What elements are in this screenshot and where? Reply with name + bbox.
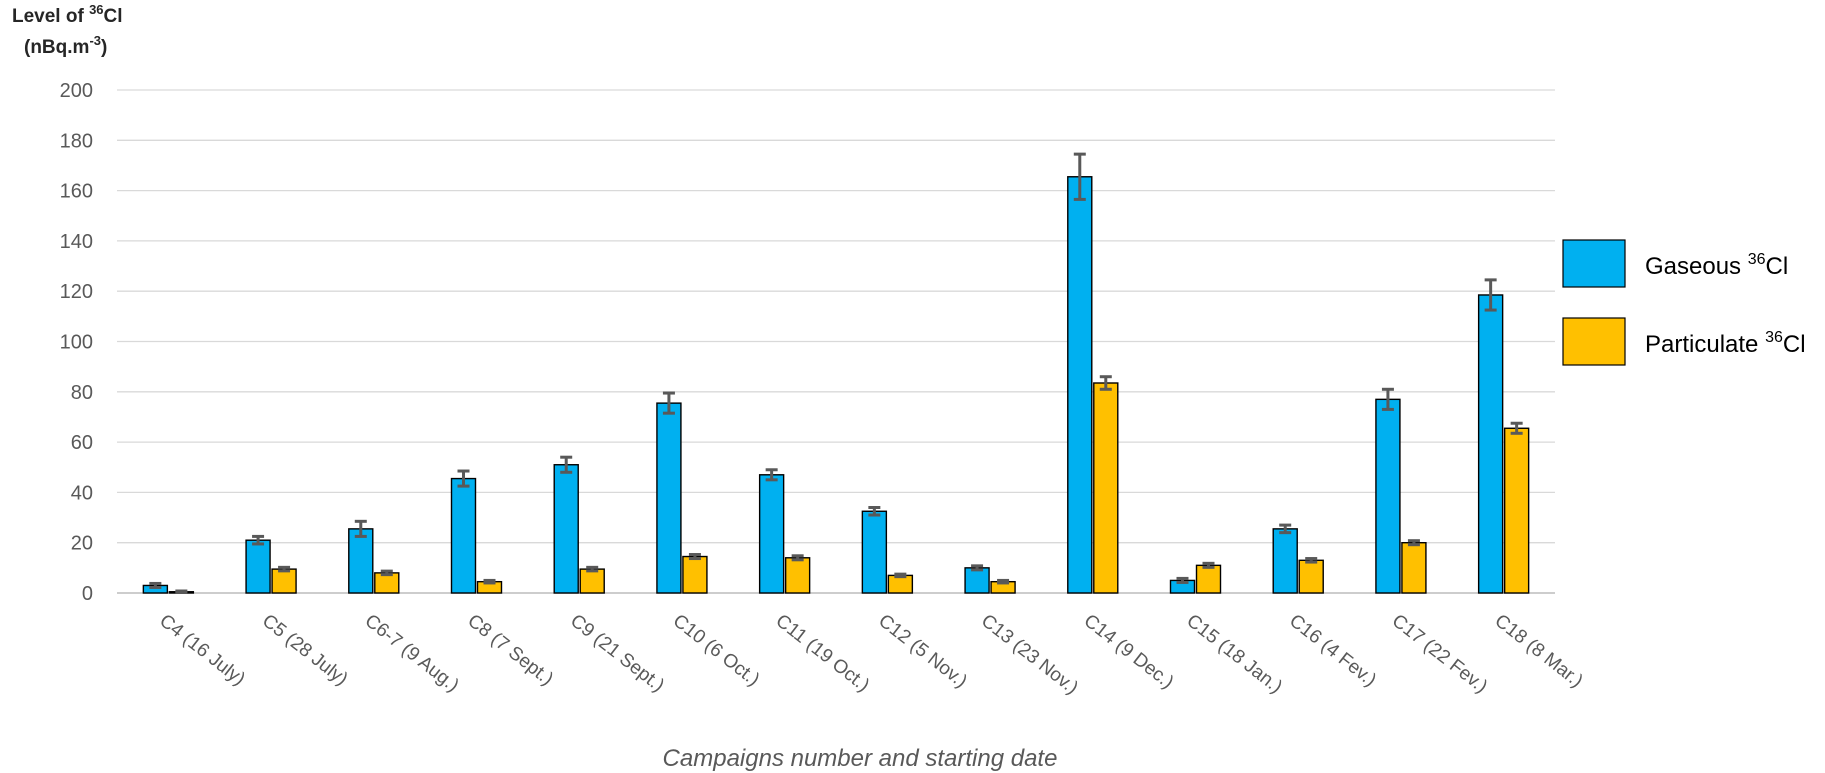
legend-label-gaseous: Gaseous 36Cl [1645, 251, 1788, 280]
x-tick-label: C10 (6 Oct.) [669, 610, 763, 690]
x-tick-labels: C4 (16 July) C5 (28 July) C6-7 (9 Aug.) C8 … [155, 610, 1586, 698]
error-bar-particulate [278, 565, 291, 573]
x-tick-label: C5 (28 July) [258, 610, 352, 690]
legend: Gaseous 36Cl Particulate 36Cl [1562, 239, 1806, 366]
error-bar-particulate [1202, 561, 1215, 569]
bar-gaseous [1067, 176, 1093, 594]
error-bar-gaseous [1484, 278, 1497, 312]
bar-particulate [1298, 559, 1324, 594]
y-tick-labels: 0 20 40 60 80 100 120 140 160 180 200 [60, 80, 93, 605]
error-bar-gaseous [971, 564, 984, 572]
y-tick-label: 80 [71, 382, 93, 404]
bar-particulate [579, 568, 605, 594]
error-bar-particulate [894, 572, 907, 579]
error-bar-particulate [380, 569, 393, 577]
bar-gaseous [348, 528, 374, 594]
error-bar-gaseous [662, 391, 675, 415]
bar-gaseous [656, 402, 682, 594]
x-tick-label: C18 (8 Mar.) [1491, 610, 1587, 692]
error-bar-gaseous [1176, 576, 1189, 584]
x-tick-label: C17 (22 Fev.) [1388, 610, 1491, 697]
y-axis-label-line1: Level of 36Cl [12, 2, 123, 27]
error-bar-gaseous [149, 581, 162, 589]
x-tick-label: C6-7 (9 Aug.) [361, 610, 463, 696]
bar-gaseous [964, 567, 990, 594]
y-tick-label: 160 [60, 181, 93, 203]
x-tick-label: C4 (16 July) [155, 610, 249, 690]
x-axis-label: Campaigns number and starting date [663, 745, 1058, 772]
x-tick-label: C9 (21 Sept.) [566, 610, 668, 696]
bar-gaseous [861, 510, 888, 594]
x-tick-label: C8 (7 Sept.) [463, 610, 557, 690]
error-bar-gaseous [560, 455, 573, 474]
error-bar-particulate [688, 553, 701, 561]
error-bar-particulate [997, 578, 1010, 585]
y-tick-label: 0 [82, 583, 93, 605]
legend-swatch-particulate [1562, 317, 1626, 366]
bars [142, 176, 1530, 594]
error-bar-particulate [1099, 375, 1112, 391]
bar-gaseous [1477, 294, 1504, 594]
legend-swatch-gaseous [1562, 239, 1626, 288]
bar-particulate [1503, 427, 1530, 594]
bar-gaseous [450, 477, 477, 594]
error-bar-particulate [483, 578, 496, 585]
error-bar-particulate [791, 554, 804, 562]
y-tick-label: 20 [71, 533, 93, 555]
bar-particulate [682, 555, 708, 594]
bar-particulate [784, 557, 811, 594]
error-bars [149, 152, 1523, 594]
error-bar-gaseous [354, 519, 367, 538]
y-tick-label: 200 [60, 80, 93, 102]
bar-particulate [1195, 564, 1222, 594]
error-bar-gaseous [868, 505, 881, 517]
x-tick-label: C14 (9 Dec.) [1080, 610, 1178, 693]
error-bar-gaseous [252, 534, 265, 546]
error-bar-gaseous [765, 468, 778, 482]
bar-gaseous [245, 539, 271, 594]
legend-label-particulate: Particulate 36Cl [1645, 329, 1806, 358]
x-tick-label: C11 (19 Oct.) [772, 610, 874, 696]
bar-gaseous [1375, 398, 1401, 594]
y-tick-label: 40 [71, 482, 93, 504]
error-bar-particulate [175, 589, 188, 594]
error-bar-particulate [1510, 421, 1523, 435]
error-bar-gaseous [1381, 387, 1394, 411]
x-tick-label: C12 (5 Nov.) [874, 610, 971, 692]
bar-particulate [1093, 382, 1119, 594]
bar-gaseous [553, 464, 579, 594]
bar-particulate [1401, 542, 1427, 594]
error-bar-gaseous [1279, 523, 1292, 535]
x-tick-label: C16 (4 Fev.) [1285, 610, 1380, 691]
bar-gaseous [758, 474, 785, 594]
error-bar-gaseous [457, 469, 470, 488]
y-tick-label: 140 [60, 231, 93, 253]
bar-gaseous [1272, 528, 1298, 594]
error-bar-particulate [1407, 539, 1420, 547]
error-bar-particulate [1305, 557, 1318, 564]
y-tick-label: 100 [60, 332, 93, 354]
y-tick-label: 120 [60, 281, 93, 303]
bar-particulate [271, 568, 297, 594]
x-tick-label: C13 (23 Nov.) [977, 610, 1082, 698]
x-tick-label: C15 (18 Jan.) [1182, 610, 1286, 697]
y-axis-label-line2: (nBq.m-3) [24, 33, 107, 58]
gridlines [117, 89, 1555, 594]
error-bar-particulate [586, 565, 599, 573]
y-tick-label: 60 [71, 432, 93, 454]
y-tick-label: 180 [60, 130, 93, 152]
error-bar-gaseous [1073, 152, 1086, 201]
